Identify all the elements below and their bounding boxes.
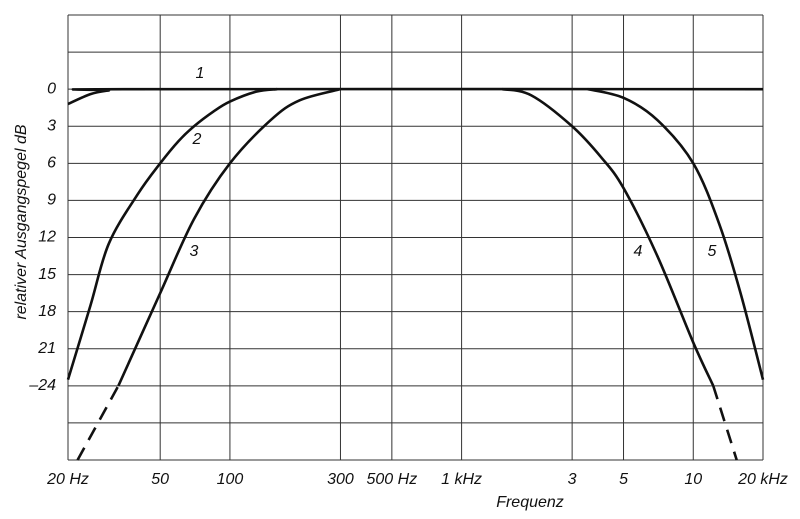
x-tick-label: 10 [684,471,702,488]
x-tick-label: 50 [151,471,169,488]
y-tick-label: 9 [47,192,56,209]
x-tick-label: 5 [619,471,628,488]
curve-label: 4 [634,243,643,260]
x-tick-label: 3 [568,471,577,488]
curve-extrapolated [712,385,738,461]
y-tick-label: 3 [47,117,56,134]
y-tick-label: 12 [38,229,56,246]
curve [502,87,715,387]
y-tick-label: 18 [38,303,56,320]
curve [117,87,341,387]
curve-label: 5 [708,243,717,260]
y-tick-label: 15 [38,266,56,283]
x-tick-label: 100 [217,471,244,488]
curve-label: 3 [190,243,199,260]
curve [67,87,764,106]
curve-extrapolated [76,385,120,461]
curve-label: 2 [192,131,202,148]
y-tick-label: 6 [47,155,56,172]
curve [66,87,278,381]
x-axis-label: Frequenz [496,494,564,511]
x-tick-label: 20 kHz [737,471,788,488]
x-tick-label: 500 Hz [367,471,418,488]
x-tick-label: 300 [327,471,354,488]
y-tick-label: 21 [37,340,56,357]
y-tick-label: –24 [28,377,56,394]
x-tick-label: 20 Hz [46,471,89,488]
x-tick-label: 1 kHz [441,471,482,488]
y-axis-label: relativer Ausgangspegel dB [13,124,30,319]
y-tick-label: 0 [47,80,56,97]
curve [587,87,765,380]
curve-label: 1 [196,65,205,82]
